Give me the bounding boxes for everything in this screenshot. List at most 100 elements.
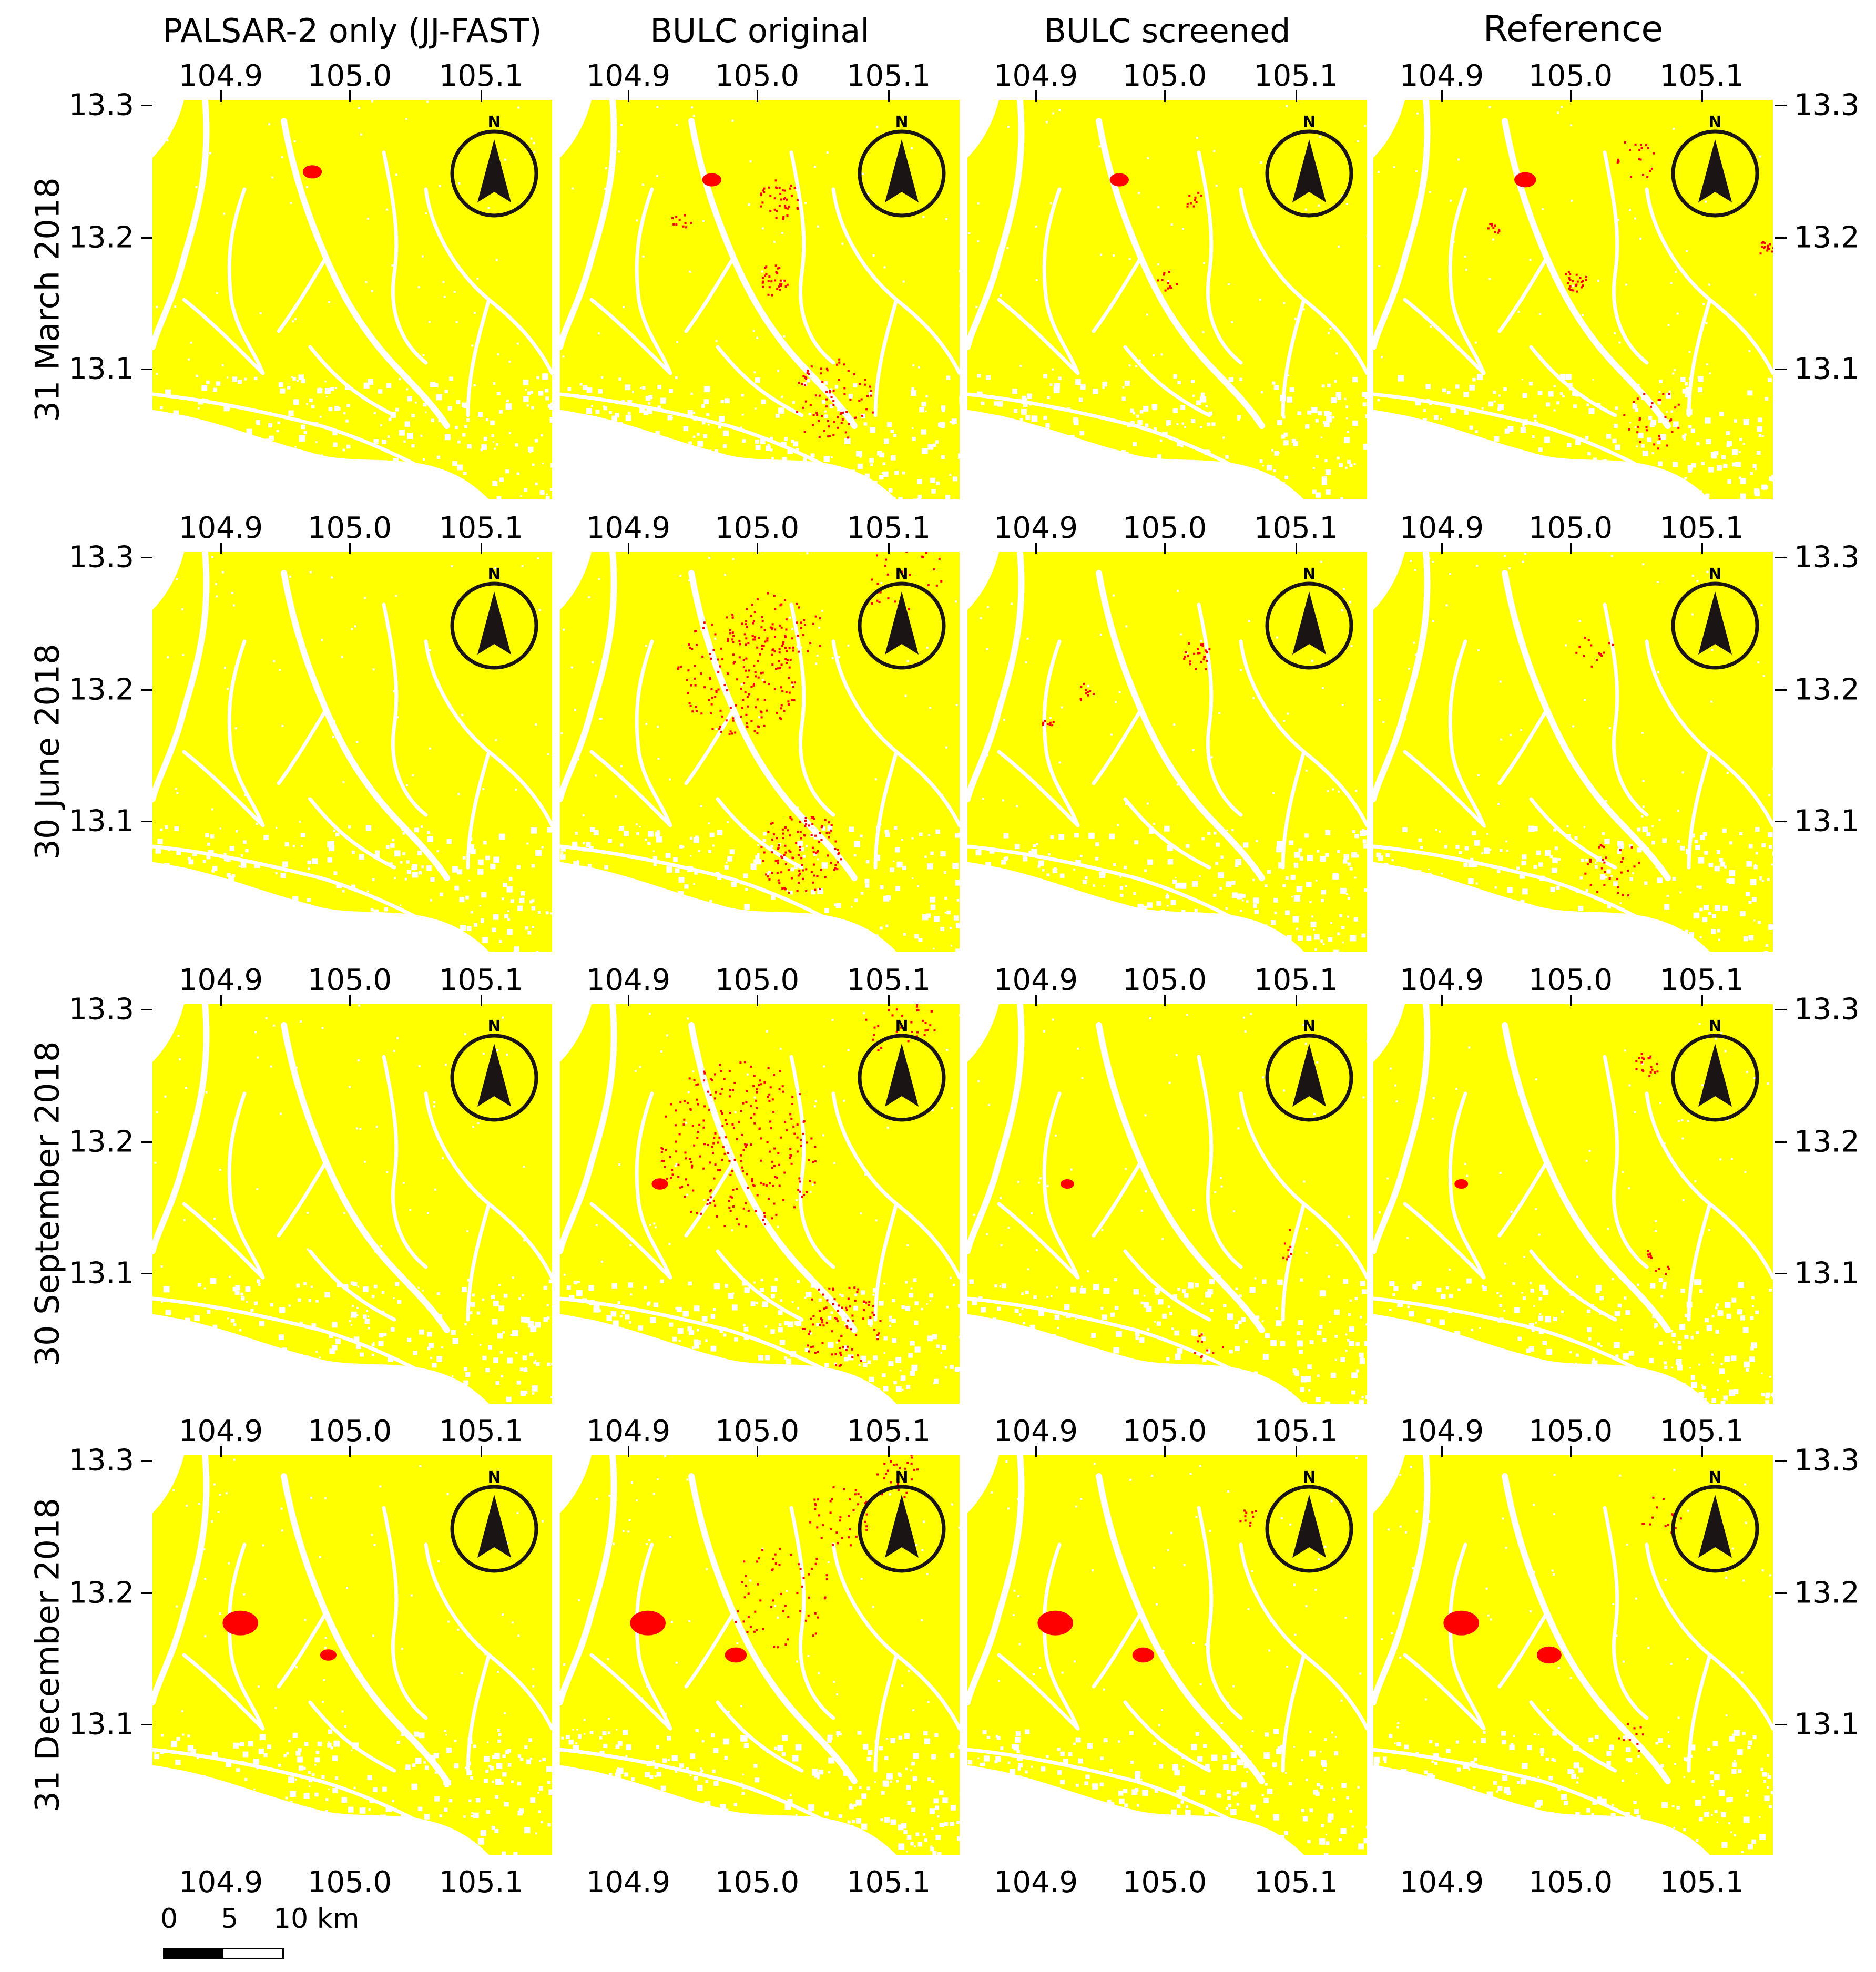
longitude-tick-label: 105.1 bbox=[846, 511, 931, 545]
longitude-tick-label: 104.9 bbox=[586, 511, 671, 545]
river-channel bbox=[1529, 345, 1617, 417]
longitude-tick-label: 104.9 bbox=[178, 1414, 263, 1448]
latitude-tick-label: 13.2 bbox=[68, 1125, 134, 1159]
nonforest-speckles bbox=[967, 560, 1367, 952]
deforestation-pixels bbox=[302, 165, 322, 179]
tick-mark bbox=[141, 821, 152, 822]
river-channel bbox=[1448, 1091, 1486, 1280]
longitude-tick-label: 105.0 bbox=[1528, 511, 1613, 545]
tick-mark bbox=[888, 543, 890, 554]
river-channel bbox=[1502, 118, 1671, 429]
map-panel[interactable]: N bbox=[560, 1455, 960, 1855]
river-channel bbox=[382, 1055, 428, 1269]
nonforest-speckles bbox=[1374, 553, 1773, 952]
river-channel bbox=[1603, 150, 1649, 365]
map-panel[interactable]: N bbox=[560, 1004, 960, 1404]
longitude-tick-label: 104.9 bbox=[586, 59, 671, 93]
river-channel bbox=[227, 639, 265, 827]
tick-mark bbox=[220, 1446, 222, 1457]
nonforest-speckles bbox=[153, 1004, 552, 1404]
river-channel bbox=[281, 1022, 450, 1333]
nonforest-area bbox=[1373, 100, 1405, 158]
north-label: N bbox=[1302, 113, 1316, 131]
tick-mark bbox=[888, 1446, 890, 1457]
north-arrow-icon: N bbox=[450, 565, 538, 670]
latitude-tick-label: 13.2 bbox=[1794, 1576, 1860, 1610]
map-panel[interactable]: N bbox=[560, 552, 960, 952]
river-channel bbox=[873, 750, 899, 870]
river-channel bbox=[1497, 256, 1549, 333]
map-panel[interactable]: N bbox=[967, 1455, 1367, 1855]
deforestation-patch bbox=[651, 1178, 668, 1190]
tick-mark bbox=[141, 557, 152, 558]
river-channel bbox=[560, 552, 617, 802]
tick-mark bbox=[1701, 543, 1703, 554]
deforestation-patch bbox=[630, 1610, 666, 1636]
tick-mark bbox=[628, 90, 629, 102]
longitude-tick-label: 105.1 bbox=[439, 1414, 524, 1448]
river-channel bbox=[789, 1506, 835, 1720]
tick-mark bbox=[1164, 90, 1166, 102]
tick-mark bbox=[1164, 543, 1166, 554]
north-arrow-icon: N bbox=[858, 1468, 946, 1573]
longitude-tick-label: 104.9 bbox=[178, 963, 263, 997]
map-panel[interactable]: N bbox=[1373, 1455, 1773, 1855]
tick-mark bbox=[481, 90, 482, 102]
north-arrow-icon: N bbox=[450, 1468, 538, 1573]
nonforest-area bbox=[152, 1004, 184, 1062]
latitude-tick-label: 13.1 bbox=[1794, 1256, 1860, 1291]
river-channel bbox=[1502, 1022, 1671, 1333]
map-panel[interactable]: N bbox=[967, 552, 1367, 952]
nonforest-area bbox=[1373, 552, 1405, 610]
river-channel bbox=[967, 1004, 1025, 1254]
river-channel bbox=[1403, 750, 1486, 827]
map-panel[interactable]: N bbox=[1373, 552, 1773, 952]
map-panel[interactable]: N bbox=[152, 100, 552, 499]
tick-mark bbox=[1296, 1446, 1297, 1457]
map-panel[interactable]: N bbox=[152, 1004, 552, 1404]
deforestation-pixels bbox=[1109, 173, 1202, 292]
forest-area bbox=[1373, 100, 1773, 499]
longitude-tick-label: 105.1 bbox=[1253, 59, 1339, 93]
column-title: Reference bbox=[1483, 8, 1664, 50]
tick-mark bbox=[220, 995, 222, 1006]
north-label: N bbox=[895, 565, 908, 584]
map-panel[interactable]: N bbox=[1373, 100, 1773, 499]
river-channel bbox=[277, 256, 328, 333]
map-panel[interactable]: N bbox=[152, 1455, 552, 1855]
tick-mark bbox=[349, 1446, 351, 1457]
map-panel[interactable]: N bbox=[560, 100, 960, 499]
tick-mark bbox=[141, 1592, 152, 1594]
north-arrow-icon: N bbox=[1671, 565, 1759, 670]
tick-mark bbox=[1775, 1592, 1787, 1594]
river-channel bbox=[227, 1542, 265, 1731]
tick-mark bbox=[757, 543, 758, 554]
river-channel bbox=[1123, 345, 1211, 417]
river-channel bbox=[789, 150, 835, 365]
river-channel bbox=[182, 750, 265, 827]
deforestation-pixels bbox=[1454, 1053, 1670, 1275]
river-channel bbox=[1529, 1700, 1617, 1773]
tick-mark bbox=[1701, 90, 1703, 102]
nonforest-area bbox=[152, 552, 184, 610]
river-channel bbox=[152, 1455, 210, 1705]
tick-mark bbox=[1296, 543, 1297, 554]
map-panel[interactable]: N bbox=[967, 100, 1367, 499]
nonforest-speckles bbox=[1373, 1466, 1773, 1855]
north-label: N bbox=[1708, 1468, 1721, 1487]
tick-mark bbox=[1296, 90, 1297, 102]
longitude-tick-label: 105.0 bbox=[1122, 963, 1207, 997]
north-label: N bbox=[1302, 565, 1316, 584]
longitude-tick-label: 105.0 bbox=[715, 1414, 800, 1448]
river-channel bbox=[277, 1160, 328, 1238]
longitude-tick-label: 105.0 bbox=[1528, 1865, 1613, 1899]
deforestation-pixels bbox=[677, 552, 943, 894]
river-channel bbox=[1042, 187, 1080, 375]
deforestation-patch bbox=[725, 1647, 747, 1663]
river-channel bbox=[635, 1542, 672, 1731]
river-channel bbox=[182, 298, 265, 375]
map-panel[interactable]: N bbox=[967, 1004, 1367, 1404]
nonforest-speckles bbox=[967, 1457, 1367, 1855]
map-panel[interactable]: N bbox=[152, 552, 552, 952]
map-panel[interactable]: N bbox=[1373, 1004, 1773, 1404]
